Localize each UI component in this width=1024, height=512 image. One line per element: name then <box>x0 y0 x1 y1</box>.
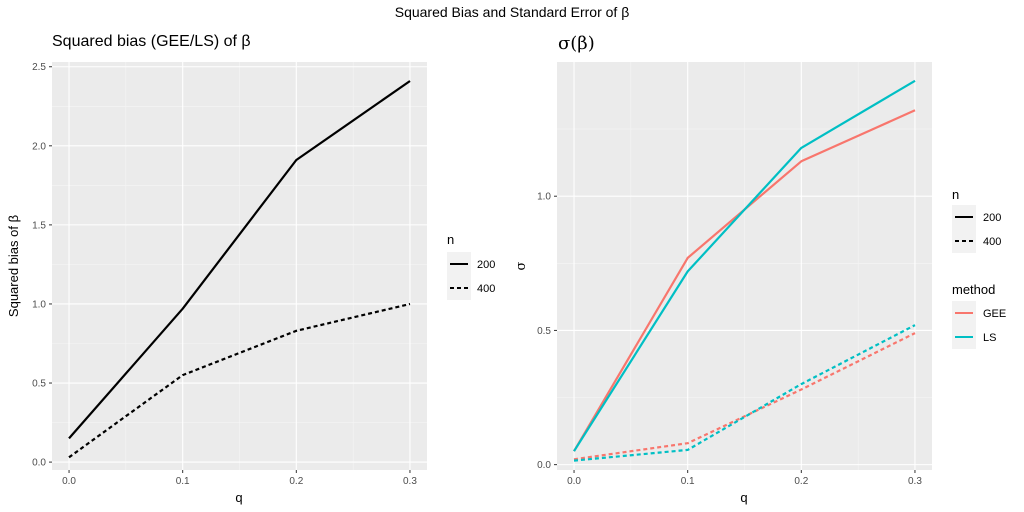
sigma-x-tick-label: 0.1 <box>681 476 695 487</box>
sigma-y-axis-title: σ <box>514 261 529 270</box>
bias-x-axis-title: q <box>235 490 242 505</box>
figure-title: Squared Bias and Standard Error of β <box>395 4 630 20</box>
bias-chart-title: Squared bias (GEE/LS) of β <box>52 33 251 50</box>
bias-y-tick-label: 0.5 <box>32 379 46 390</box>
sigma-x-tick-label: 0.3 <box>908 476 922 487</box>
bias-series-line-400 <box>68 302 411 459</box>
bias-series-line-200 <box>68 80 411 440</box>
sigma-legend-label-400: 400 <box>983 236 1001 248</box>
sigma-chart: σ(β) 0.0 0.1 0.2 0.3 0.0 0.5 1.0 q σ n 200 400… <box>514 33 1006 505</box>
bias-y-tick-label: 0.0 <box>32 458 46 469</box>
sigma-legend-n-title: n <box>952 187 959 202</box>
bias-chart: Squared bias (GEE/LS) of β 0.0 0.1 0.2 0.30… <box>6 33 495 505</box>
bias-ticks: 0.0 0.1 0.2 0.3 0.0 0.5 1.0 1.5 2.0 2.5 <box>32 62 417 487</box>
bias-y-tick-label: 2.0 <box>32 141 46 152</box>
sigma-x-tick-label: 0.2 <box>794 476 808 487</box>
sigma-x-tick-label: 0.0 <box>567 476 581 487</box>
sigma-x-axis-title: q <box>740 490 747 505</box>
bias-legend-title: n <box>447 232 454 247</box>
sigma-y-tick-label: 0.0 <box>537 460 551 471</box>
sigma-gridlines <box>557 62 932 470</box>
bias-gridlines <box>52 62 427 470</box>
sigma-legend: n 200 400 method GEE LS <box>952 187 1006 349</box>
bias-legend-label-200: 200 <box>477 259 495 271</box>
sigma-series-line-gee-400 <box>573 332 916 461</box>
bias-legend-label-400: 400 <box>477 283 495 295</box>
sigma-series-line-ls-400 <box>573 324 916 462</box>
bias-y-tick-label: 1.5 <box>32 220 46 231</box>
bias-x-tick-label: 0.0 <box>62 476 76 487</box>
bias-x-tick-label: 0.3 <box>403 476 417 487</box>
bias-y-axis-title: Squared bias of β <box>6 215 21 317</box>
bias-series <box>68 80 411 459</box>
sigma-ticks: 0.0 0.1 0.2 0.3 0.0 0.5 1.0 <box>537 192 922 487</box>
sigma-chart-title: σ(β) <box>558 33 595 54</box>
sigma-y-tick-label: 1.0 <box>537 192 551 203</box>
sigma-series-line-ls-200 <box>573 79 916 452</box>
sigma-y-tick-label: 0.5 <box>537 326 551 337</box>
sigma-legend-label-ls: LS <box>983 332 996 344</box>
bias-y-tick-label: 1.0 <box>32 299 46 310</box>
sigma-legend-method-title: method <box>952 282 995 297</box>
sigma-series <box>573 79 916 462</box>
bias-legend: n 200 400 <box>447 232 495 300</box>
bias-x-tick-label: 0.1 <box>176 476 190 487</box>
bias-x-tick-label: 0.2 <box>289 476 303 487</box>
sigma-legend-label-gee: GEE <box>983 308 1006 320</box>
sigma-legend-label-200: 200 <box>983 212 1001 224</box>
bias-y-tick-label: 2.5 <box>32 62 46 73</box>
